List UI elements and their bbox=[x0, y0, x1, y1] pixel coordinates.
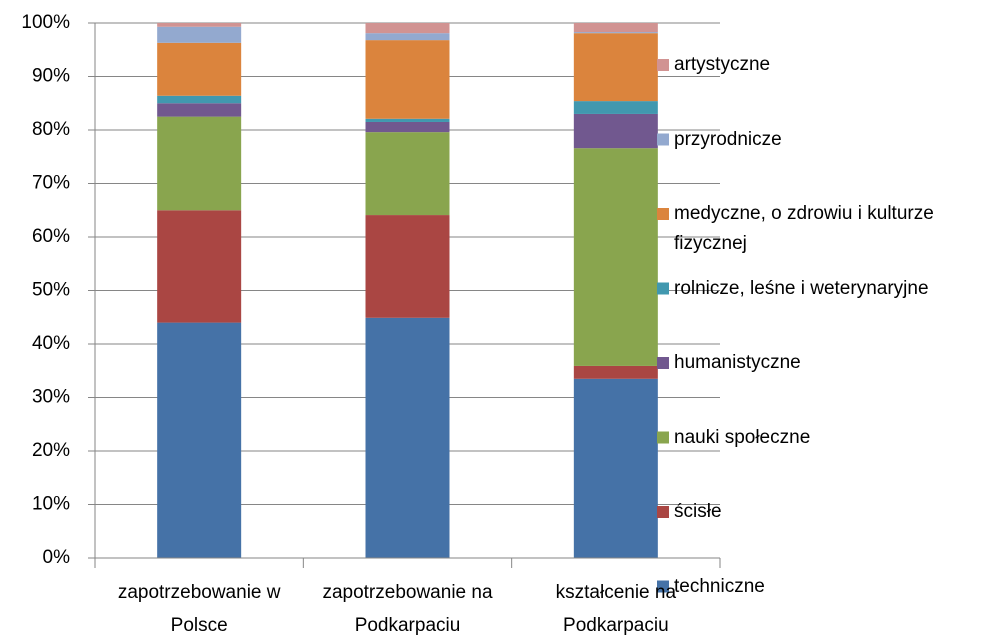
y-tick-label: 70% bbox=[32, 173, 70, 194]
bar-segment bbox=[573, 23, 658, 33]
legend-label: humanistyczne bbox=[674, 352, 801, 373]
legend-swatch bbox=[657, 431, 669, 444]
y-tick-label: 20% bbox=[32, 440, 70, 461]
y-tick-label: 40% bbox=[32, 333, 70, 354]
legend-swatch bbox=[657, 357, 669, 369]
legend-swatch bbox=[657, 208, 669, 220]
y-tick-label: 0% bbox=[43, 547, 71, 568]
legend-swatch bbox=[657, 282, 669, 295]
legend-swatch bbox=[657, 133, 669, 146]
bar-segment bbox=[365, 23, 450, 34]
bar-segment bbox=[157, 95, 242, 104]
bar-segment bbox=[157, 26, 242, 43]
y-tick-label: 50% bbox=[32, 280, 70, 301]
bar-segment bbox=[157, 23, 242, 27]
legend-label: ścisłe bbox=[674, 501, 722, 522]
legend-swatch bbox=[657, 506, 669, 518]
legend-label: nauki społeczne bbox=[674, 426, 811, 448]
bar-segment bbox=[573, 101, 658, 114]
bar-segment bbox=[365, 118, 450, 122]
legend-label: rolnicze, leśne i weterynaryjne bbox=[674, 277, 929, 299]
legend-label: techniczne bbox=[674, 575, 765, 597]
bar-segment bbox=[157, 103, 242, 117]
y-tick-label: 60% bbox=[32, 226, 70, 247]
x-tick-label: kształcenie na Podkarpaciu bbox=[555, 582, 677, 636]
bar-segment bbox=[157, 116, 242, 211]
legend-swatch bbox=[657, 59, 669, 71]
y-tick-label: 80% bbox=[32, 119, 70, 140]
x-tick-label: zapotrzebowanie na Podkarpaciu bbox=[322, 582, 493, 636]
bar-segment bbox=[573, 365, 658, 379]
bar-segment bbox=[365, 33, 450, 41]
y-tick-label: 30% bbox=[32, 387, 70, 408]
legend-label: artystyczne bbox=[674, 54, 771, 75]
bar-segment bbox=[157, 322, 242, 558]
bar-segment bbox=[573, 33, 658, 102]
bar-segment bbox=[365, 121, 450, 133]
bar-segment bbox=[157, 42, 242, 96]
legend-swatch bbox=[657, 580, 669, 593]
bar-segment bbox=[157, 210, 242, 323]
bar-segment bbox=[365, 215, 450, 318]
bar-segment bbox=[365, 132, 450, 216]
x-tick-label: zapotrzebowanie w Polsce bbox=[117, 582, 281, 636]
y-tick-label: 100% bbox=[21, 12, 70, 33]
bar-segment bbox=[573, 32, 658, 34]
bar-segment bbox=[573, 113, 658, 149]
y-tick-label: 10% bbox=[32, 494, 70, 515]
legend-label: medyczne, o zdrowiu i kulturze fizycznej bbox=[674, 203, 934, 254]
bar-segment bbox=[573, 148, 658, 366]
y-tick-label: 90% bbox=[32, 66, 70, 87]
bar-segment bbox=[573, 378, 658, 558]
bar-segment bbox=[365, 317, 450, 558]
legend-label: przyrodnicze bbox=[674, 128, 782, 150]
bar-segment bbox=[365, 40, 450, 119]
